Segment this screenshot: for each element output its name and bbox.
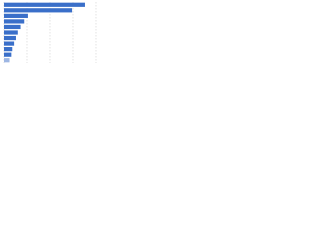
bar <box>4 41 15 46</box>
bar <box>4 47 13 52</box>
bar <box>4 58 10 63</box>
bar <box>4 24 21 30</box>
bar <box>4 13 28 18</box>
page: {"chart_data": {"type": "hbar", "categor… <box>0 0 320 71</box>
chart <box>3 2 97 63</box>
bar <box>4 35 16 41</box>
bar <box>4 19 25 24</box>
bar <box>4 2 85 7</box>
bar <box>4 30 18 35</box>
bar <box>4 8 73 13</box>
bar <box>4 52 12 57</box>
